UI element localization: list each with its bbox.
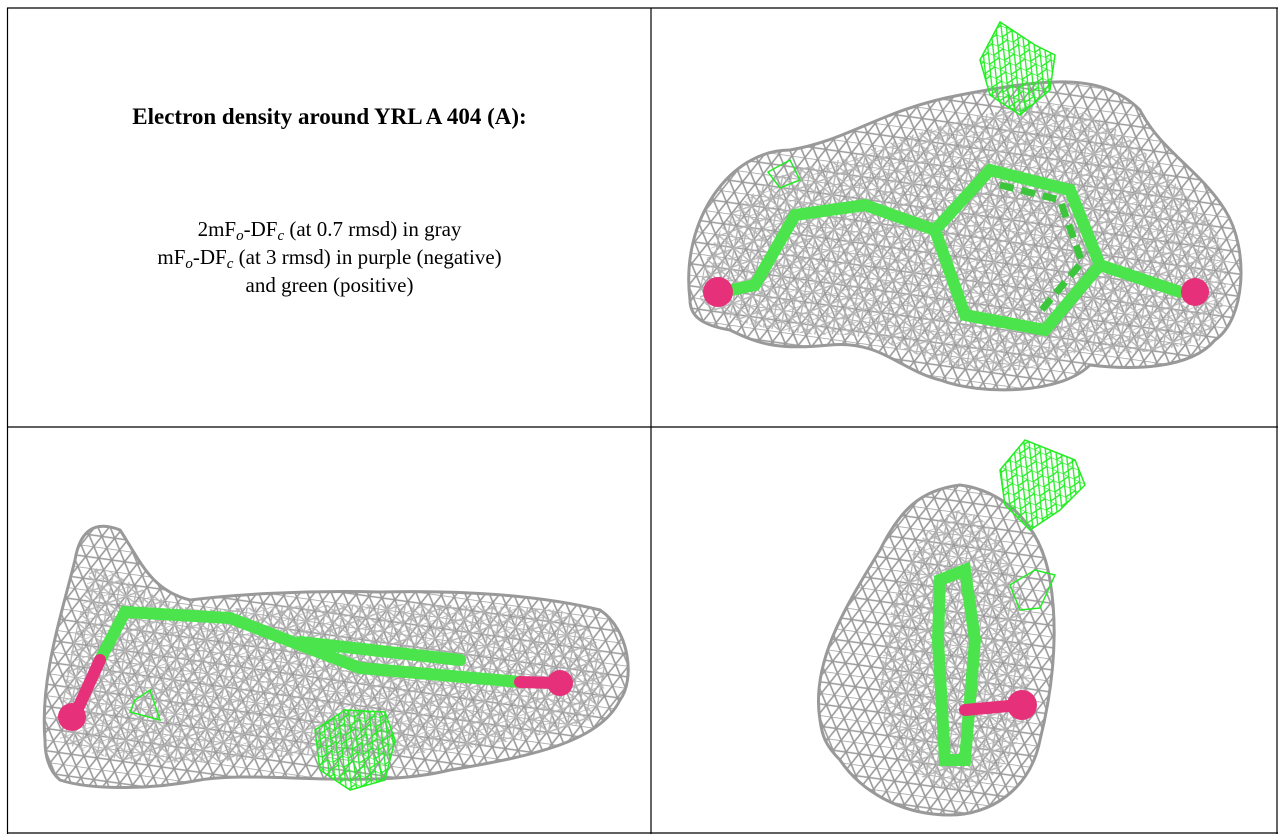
caption-line: and green (positive): [8, 271, 651, 299]
caption-line: mFo-DFc (at 3 rmsd) in purple (negative): [8, 243, 651, 271]
text-run: mF: [157, 245, 185, 269]
subscript: o: [185, 256, 193, 272]
density-view-1: [689, 22, 1241, 390]
caption-cell: Electron density around YRL A 404 (A): 2…: [8, 8, 651, 427]
text-run: -DF: [244, 217, 278, 241]
density-view-2: [44, 526, 628, 790]
text-run: 2mF: [198, 217, 237, 241]
text-run: (at 0.7 rmsd) in gray: [284, 217, 461, 241]
subscript: o: [236, 228, 244, 244]
caption-line: 2mFo-DFc (at 0.7 rmsd) in gray: [8, 215, 651, 243]
text-run: (at 3 rmsd) in purple (negative): [233, 245, 501, 269]
caption-title: Electron density around YRL A 404 (A):: [8, 104, 651, 130]
text-run: and green (positive): [246, 273, 414, 297]
density-view-3: [818, 440, 1085, 815]
page: Electron density around YRL A 404 (A): 2…: [0, 0, 1278, 834]
text-run: -DF: [193, 245, 227, 269]
